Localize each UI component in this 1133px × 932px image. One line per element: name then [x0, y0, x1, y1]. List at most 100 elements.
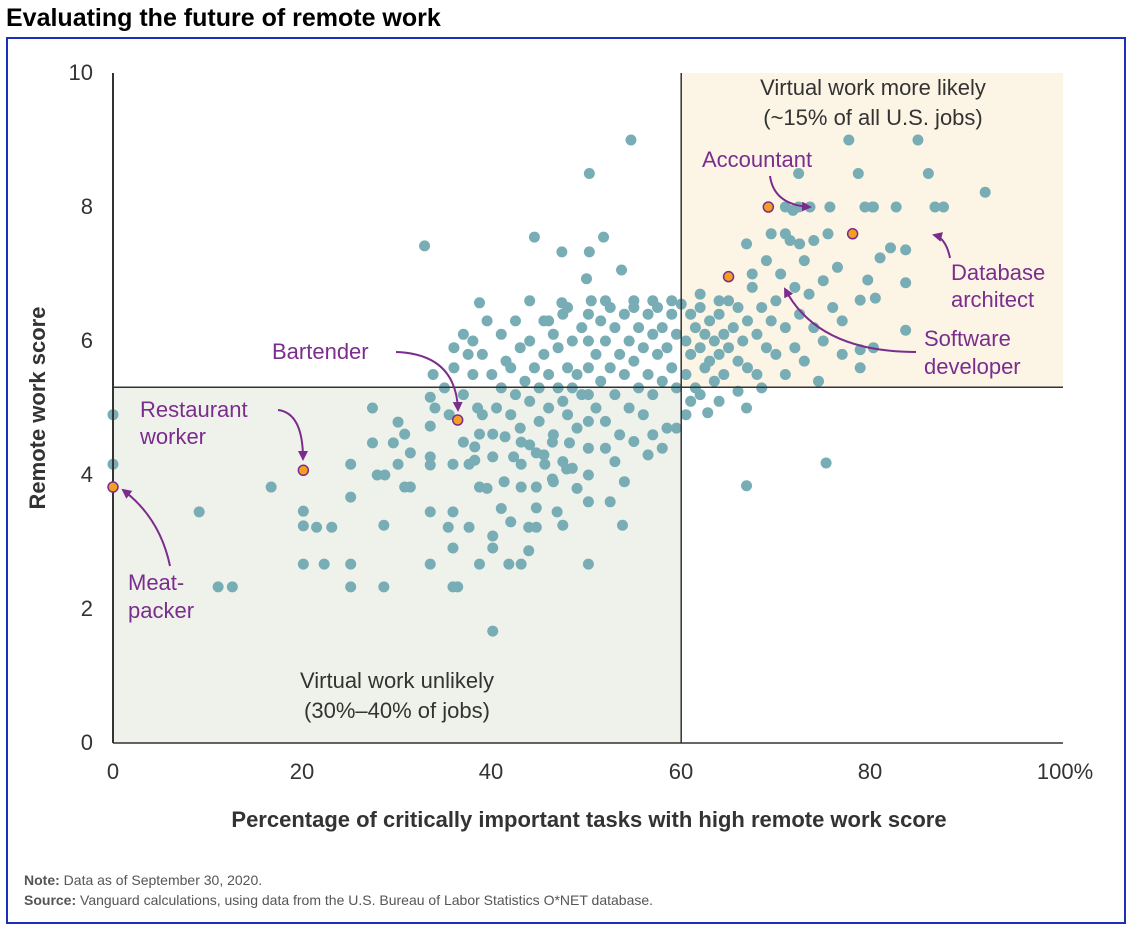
data-point — [371, 469, 383, 481]
data-point — [713, 295, 725, 307]
points-layer — [107, 134, 991, 637]
data-point — [487, 428, 499, 440]
x-tick-label: 40 — [479, 759, 503, 784]
highlight-layer — [107, 201, 859, 493]
x-axis-title: Percentage of critically important tasks… — [231, 807, 946, 832]
data-point — [808, 235, 820, 246]
data-point — [666, 295, 678, 307]
data-point — [524, 395, 536, 407]
data-point — [539, 458, 551, 470]
data-point — [609, 389, 621, 401]
data-point — [404, 447, 416, 459]
data-point — [813, 375, 825, 387]
data-point — [746, 268, 758, 280]
data-point — [487, 625, 499, 637]
data-point — [616, 264, 628, 276]
data-point — [685, 395, 697, 407]
data-point — [656, 322, 668, 334]
data-point — [929, 201, 941, 213]
data-point — [723, 295, 735, 307]
source-line: Source: Vanguard calculations, using dat… — [24, 892, 653, 908]
data-point — [392, 416, 404, 428]
data-point — [424, 506, 436, 518]
data-point — [694, 342, 706, 354]
data-point — [822, 228, 834, 240]
source-label: Source: — [24, 892, 76, 908]
data-point — [661, 342, 673, 354]
data-point — [265, 481, 277, 493]
data-point — [708, 335, 720, 347]
data-point — [616, 519, 628, 531]
data-point — [741, 238, 753, 250]
region-unlikely-label: Virtual work unlikely — [300, 668, 494, 693]
data-point — [666, 308, 678, 320]
data-point — [652, 348, 664, 360]
data-point — [547, 476, 559, 488]
data-point — [732, 355, 744, 367]
data-point — [656, 375, 668, 387]
data-point — [583, 168, 595, 179]
chart-frame — [6, 37, 1126, 924]
data-point — [528, 231, 540, 243]
source-text: Vanguard calculations, using data from t… — [76, 892, 653, 908]
data-point — [543, 315, 555, 327]
data-point — [618, 476, 630, 488]
data-point — [557, 519, 569, 531]
data-point — [609, 456, 621, 468]
data-point — [427, 369, 439, 380]
data-point — [618, 308, 630, 320]
data-point — [481, 482, 493, 494]
data-point — [581, 273, 592, 285]
annotation-bartender: Bartender — [272, 339, 369, 364]
data-point — [463, 521, 475, 533]
data-point — [732, 302, 744, 313]
data-point — [694, 389, 706, 401]
data-point — [467, 369, 479, 380]
data-point — [817, 275, 829, 287]
data-point — [528, 362, 540, 374]
region-likely — [681, 73, 1063, 388]
data-point — [789, 342, 801, 354]
data-point — [424, 459, 436, 471]
data-point — [760, 342, 772, 354]
data-point — [656, 442, 668, 454]
data-point — [515, 558, 527, 570]
data-point — [543, 402, 555, 414]
data-point — [794, 308, 806, 320]
data-point — [562, 409, 574, 421]
arrow-bartender — [395, 351, 463, 412]
data-point — [604, 496, 616, 508]
data-point — [399, 428, 411, 440]
data-point — [487, 451, 499, 463]
data-point — [571, 369, 583, 380]
y-tick-label: 2 — [81, 596, 93, 621]
highlighted-point — [297, 464, 310, 477]
data-point — [694, 302, 706, 313]
data-point — [618, 369, 630, 380]
data-point — [798, 255, 810, 267]
data-point — [498, 476, 510, 488]
data-point — [379, 469, 391, 481]
data-point — [647, 295, 659, 307]
data-point — [836, 348, 848, 360]
data-point — [457, 328, 469, 340]
data-point — [469, 454, 481, 466]
data-point — [938, 201, 950, 213]
data-point — [424, 558, 436, 570]
y-tick-labels: 0 2 4 6 8 10 — [69, 60, 93, 755]
data-point — [557, 456, 569, 468]
arrow-accountant — [769, 175, 812, 212]
data-point — [704, 355, 716, 367]
data-point — [741, 480, 753, 492]
note-line: Note: Data as of September 30, 2020. — [24, 872, 262, 888]
x-tick-labels: 0 20 40 60 80 100% — [107, 759, 1093, 784]
data-point — [583, 246, 595, 258]
data-point — [582, 469, 594, 481]
data-point — [447, 506, 459, 518]
data-point — [366, 402, 378, 414]
annotation-accountant: Accountant — [702, 147, 812, 172]
data-point — [793, 168, 805, 179]
annotation-worker: worker — [139, 424, 206, 449]
x-tick-label: 80 — [858, 759, 882, 784]
data-point — [702, 407, 714, 419]
